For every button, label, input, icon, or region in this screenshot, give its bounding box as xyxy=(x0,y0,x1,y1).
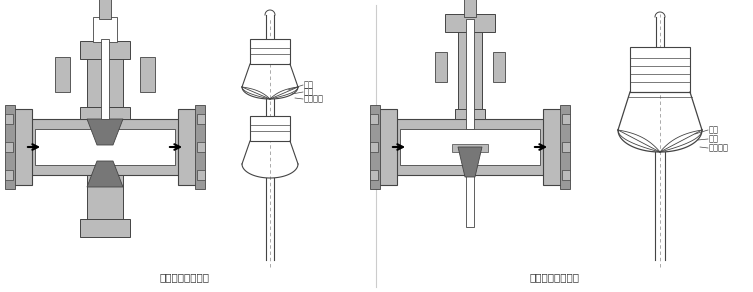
Bar xyxy=(562,114,570,124)
Text: 线性: 线性 xyxy=(709,135,719,143)
Bar xyxy=(466,157,474,227)
Bar xyxy=(80,219,130,237)
Polygon shape xyxy=(87,119,123,145)
Bar xyxy=(370,114,378,124)
Bar xyxy=(466,19,474,129)
Text: 双座调节阀结构图: 双座调节阀结构图 xyxy=(160,272,210,282)
Bar xyxy=(80,41,130,59)
Text: 单座调节阀结构图: 单座调节阀结构图 xyxy=(530,272,580,282)
Bar xyxy=(493,52,505,82)
Bar xyxy=(101,39,109,119)
Text: 快开: 快开 xyxy=(709,126,719,135)
Bar xyxy=(93,17,117,42)
Bar xyxy=(562,170,570,180)
Bar xyxy=(445,14,495,32)
Bar xyxy=(370,170,378,180)
Bar xyxy=(80,107,130,119)
Bar xyxy=(197,170,205,180)
Bar xyxy=(630,47,690,92)
Bar xyxy=(87,57,123,107)
Bar xyxy=(55,57,70,92)
Bar xyxy=(543,109,565,185)
Bar xyxy=(435,52,447,82)
Bar xyxy=(195,105,205,189)
Bar xyxy=(5,142,13,152)
Bar xyxy=(464,0,476,17)
Bar xyxy=(562,142,570,152)
Bar xyxy=(5,105,15,189)
Bar xyxy=(35,129,175,165)
Bar xyxy=(455,109,485,119)
Bar xyxy=(250,116,290,141)
Bar xyxy=(101,167,109,237)
Bar xyxy=(375,109,397,185)
Text: 快开: 快开 xyxy=(304,81,314,90)
Bar xyxy=(458,29,482,109)
Bar xyxy=(5,170,13,180)
Bar xyxy=(197,114,205,124)
Bar xyxy=(5,114,13,124)
Bar xyxy=(390,119,550,175)
Polygon shape xyxy=(87,161,123,187)
Bar xyxy=(99,0,111,19)
Text: 等百分比: 等百分比 xyxy=(304,95,324,103)
Bar xyxy=(370,142,378,152)
Bar xyxy=(25,119,185,175)
Bar xyxy=(250,39,290,64)
Bar xyxy=(452,144,488,152)
Bar xyxy=(10,109,32,185)
Bar xyxy=(400,129,540,165)
Bar xyxy=(87,175,123,225)
Text: 等百分比: 等百分比 xyxy=(709,143,729,152)
Bar xyxy=(140,57,155,92)
Bar xyxy=(560,105,570,189)
Text: 线性: 线性 xyxy=(304,88,314,96)
Bar xyxy=(197,142,205,152)
Polygon shape xyxy=(458,147,482,177)
Bar xyxy=(370,105,380,189)
Bar xyxy=(178,109,200,185)
